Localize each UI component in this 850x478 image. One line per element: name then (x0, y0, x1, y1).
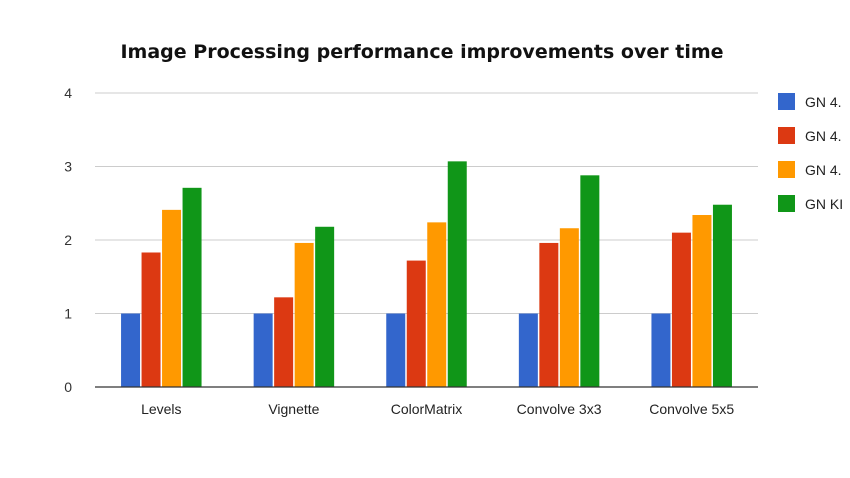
bar-3-1 (539, 242, 559, 387)
bar-0-3 (182, 187, 202, 387)
bar-1-0 (253, 313, 273, 387)
bar-4-1 (671, 232, 691, 387)
bar-2-2 (427, 222, 447, 387)
legend-swatch-3 (778, 195, 795, 212)
legend-swatch-0 (778, 93, 795, 110)
legend-label-2: GN 4. (805, 162, 842, 178)
y-tick-label: 0 (64, 379, 72, 395)
y-tick-label: 1 (64, 306, 72, 322)
x-tick-label: Convolve 5x5 (649, 401, 734, 417)
bar-0-2 (162, 209, 182, 387)
y-tick-label: 2 (64, 232, 72, 248)
legend-label-3: GN KI (805, 196, 843, 212)
legend-swatch-2 (778, 161, 795, 178)
bar-1-2 (294, 242, 314, 387)
legend-label-1: GN 4. (805, 128, 842, 144)
legend-swatch-1 (778, 127, 795, 144)
chart-title: Image Processing performance improvement… (120, 41, 723, 63)
gridlines (95, 92, 758, 314)
y-tick-label: 4 (64, 85, 72, 101)
axes: 0 1 2 3 4 Levels Vignette ColorMatrix Convolve 3… (64, 85, 758, 417)
x-tick-label: ColorMatrix (391, 401, 463, 417)
x-tick-label: Convolve 3x3 (517, 401, 602, 417)
bar-2-1 (406, 260, 426, 387)
legend-label-0: GN 4. (805, 94, 842, 110)
x-tick-label: Levels (141, 401, 181, 417)
bar-3-3 (580, 175, 600, 387)
y-tick-label: 3 (64, 159, 72, 175)
bar-4-3 (712, 204, 732, 387)
bar-1-1 (274, 297, 294, 387)
bar-1-3 (315, 226, 335, 387)
legend: GN 4. GN 4. GN 4. GN KI (778, 93, 843, 212)
bar-0-0 (121, 313, 141, 387)
bar-3-2 (559, 228, 579, 387)
bar-3-0 (518, 313, 538, 387)
x-tick-label: Vignette (268, 401, 319, 417)
bar-2-3 (447, 161, 467, 387)
bar-4-0 (651, 313, 671, 387)
bar-4-2 (692, 215, 712, 387)
bars (121, 161, 732, 387)
bar-0-1 (141, 252, 161, 387)
bar-2-0 (386, 313, 406, 387)
